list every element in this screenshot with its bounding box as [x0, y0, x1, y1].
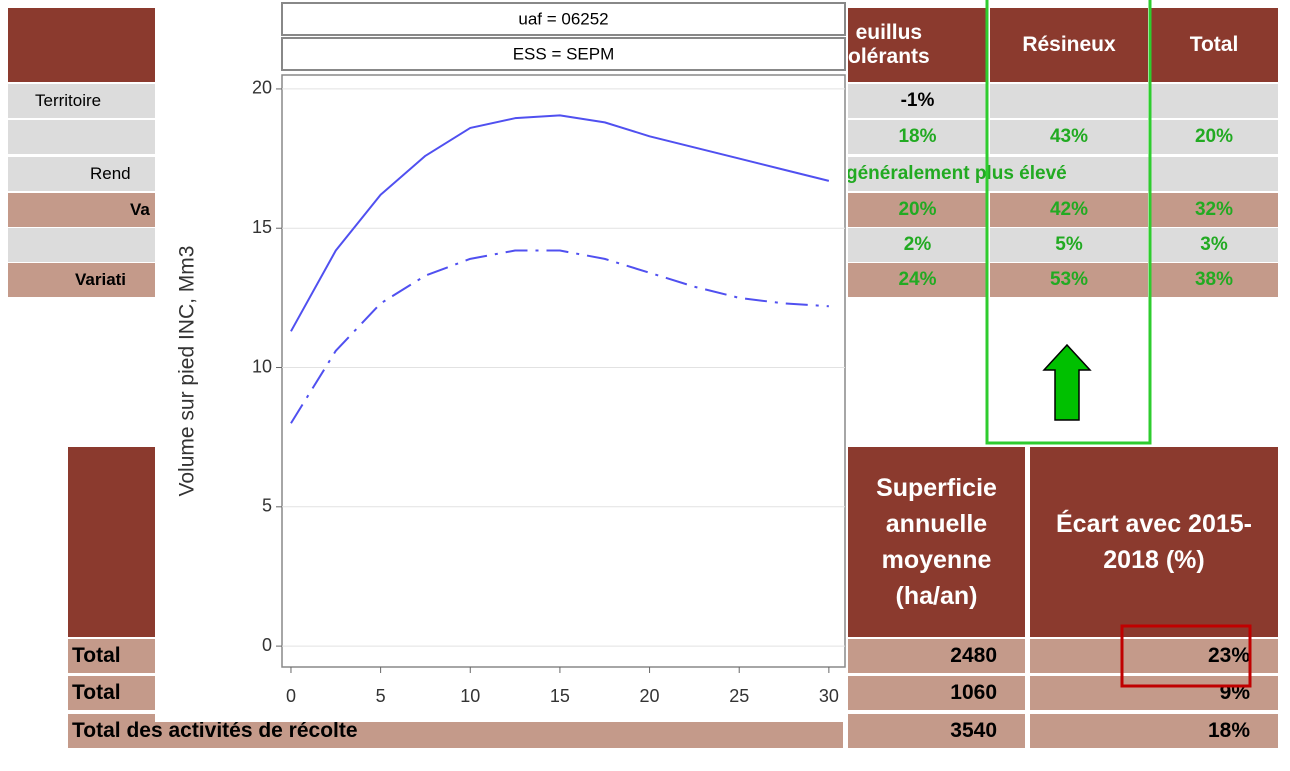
- value-cell: 5%: [990, 228, 1148, 262]
- x-tick-label: 10: [460, 686, 480, 706]
- value-cell: 23%: [1030, 639, 1278, 673]
- plot-area: [281, 74, 846, 668]
- header-cell: Total: [1150, 8, 1278, 82]
- value-cell: 20%: [1150, 120, 1278, 154]
- x-tick-label: 0: [286, 686, 296, 706]
- value-cell: 24%: [848, 263, 987, 297]
- value-cell: 2480: [848, 639, 1025, 673]
- x-tick-label: 5: [376, 686, 386, 706]
- value-cell: 3540: [848, 714, 1025, 748]
- value-cell: 53%: [990, 263, 1148, 297]
- value-cell: 38%: [1150, 263, 1278, 297]
- panel-header: [281, 37, 846, 71]
- up-arrow: [1042, 343, 1092, 421]
- value-cell: 20%: [848, 193, 987, 227]
- value-cell: 3%: [1150, 228, 1278, 262]
- value-cell: 18%: [848, 120, 987, 154]
- value-cell: 9%: [1030, 676, 1278, 710]
- row-note: généralement plus élevé: [848, 157, 1278, 191]
- empty-cell: [990, 84, 1148, 118]
- x-tick-label: 20: [640, 686, 660, 706]
- x-tick-label: 30: [819, 686, 839, 706]
- value-cell: 18%: [1030, 714, 1278, 748]
- value-cell: -1%: [848, 84, 987, 118]
- y-axis-label: Volume sur pied INC, Mm3: [176, 246, 199, 497]
- panel-header: [281, 2, 846, 36]
- header-cell: Écart avec 2015-2018 (%): [1030, 447, 1278, 637]
- value-cell: 1060: [848, 676, 1025, 710]
- panel-label: ESS = SEPM: [513, 44, 615, 63]
- header-cell: Résineux: [990, 8, 1148, 82]
- panel-label: uaf = 06252: [518, 9, 608, 28]
- highlight-box: [985, 0, 1152, 445]
- x-tick-label: 15: [550, 686, 570, 706]
- y-tick-label: 0: [262, 635, 272, 655]
- y-tick-label: 5: [262, 496, 272, 516]
- x-tick-label: 25: [729, 686, 749, 706]
- series-line: [290, 114, 830, 332]
- value-cell: 42%: [990, 193, 1148, 227]
- empty-cell: [1150, 84, 1278, 118]
- value-cell: 32%: [1150, 193, 1278, 227]
- header-cell: Superficie annuelle moyenne (ha/an): [848, 447, 1025, 637]
- y-tick-label: 15: [252, 217, 272, 237]
- highlight-box: [1120, 624, 1252, 688]
- series-line: [290, 249, 829, 424]
- value-cell: 43%: [990, 120, 1148, 154]
- header-cell: euillus olérants: [848, 8, 987, 82]
- value-cell: 2%: [848, 228, 987, 262]
- y-tick-label: 20: [252, 78, 272, 98]
- y-tick-label: 10: [252, 356, 272, 376]
